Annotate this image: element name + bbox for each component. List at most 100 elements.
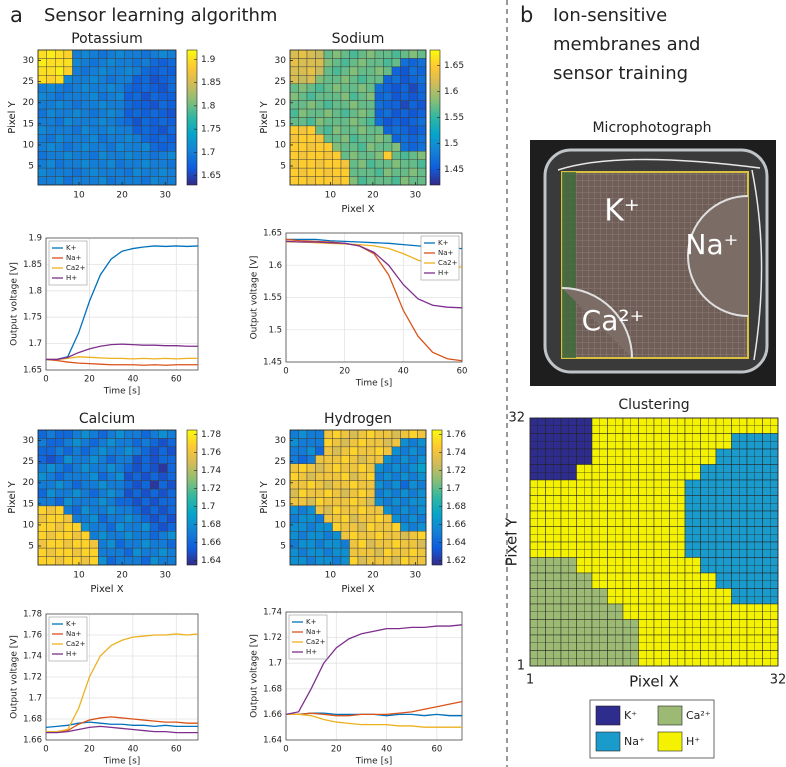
heatmap-cell <box>98 167 108 177</box>
heatmap-cell <box>400 497 410 507</box>
heatmap-cell <box>63 446 73 456</box>
heatmap-cell <box>391 167 401 177</box>
heatmap-cell <box>298 58 308 68</box>
heatmap-cell <box>383 134 393 144</box>
heatmap-cell <box>323 83 333 93</box>
heatmap-cell <box>340 117 350 127</box>
heatmap-cell <box>408 58 418 68</box>
heatmap-cell <box>374 480 384 490</box>
heatmap-cell <box>383 159 393 169</box>
heatmap-cell <box>349 75 359 84</box>
heatmap-cell <box>306 100 316 110</box>
heatmap-cell <box>55 539 65 549</box>
heatmap-cell <box>340 539 350 549</box>
heatmap-cell <box>400 488 410 498</box>
plot-frame <box>285 611 463 741</box>
heatmap-cell <box>357 497 367 507</box>
heatmap-cell <box>400 531 410 540</box>
heatmap-cell <box>158 522 168 532</box>
heatmap-cell <box>72 539 82 549</box>
heatmap-cell <box>349 531 359 540</box>
heatmap-cell <box>63 167 73 177</box>
heatmap-cell <box>383 429 393 439</box>
heatmap-cell <box>349 539 359 549</box>
heatmap-cell <box>167 471 177 481</box>
heatmap-cell <box>63 176 73 186</box>
y-tick-label: 1.74 <box>23 652 42 662</box>
heatmap-cell <box>46 151 56 160</box>
heatmap-cell <box>340 463 350 473</box>
heatmap-cell <box>98 117 108 127</box>
x-tick-label: 20 <box>331 745 342 755</box>
heatmap-cell <box>89 547 99 557</box>
heatmap-cell <box>315 455 325 464</box>
heatmap-cell <box>132 134 142 144</box>
heatmap-cell <box>37 505 47 515</box>
heatmap-cell <box>374 142 384 152</box>
heatmap-cell <box>46 176 56 186</box>
plot-frame <box>45 237 199 371</box>
heatmap-cell <box>167 125 177 135</box>
heatmap-cell <box>46 531 56 540</box>
heatmap-cell <box>332 151 342 160</box>
heatmap-cell <box>383 49 393 59</box>
heatmap-cell <box>306 547 316 557</box>
heatmap-cell <box>80 471 90 481</box>
heatmap-cell <box>306 83 316 93</box>
heatmap-cell <box>167 75 177 84</box>
heatmap-cell <box>400 167 410 177</box>
heatmap-cell <box>400 159 410 169</box>
heatmap-cell <box>315 108 325 118</box>
heatmap-cell <box>37 100 47 110</box>
x-tick-label: 20 <box>116 191 128 201</box>
heatmap-cell <box>72 505 82 515</box>
heatmap-cell <box>158 66 168 76</box>
heatmap-cell <box>340 91 350 101</box>
heatmap-cell <box>417 58 427 68</box>
heatmap-cell <box>124 455 134 464</box>
heatmap-cell <box>323 108 333 118</box>
heatmap-cell <box>332 167 342 177</box>
plot-frame <box>37 49 177 186</box>
heatmap-cell <box>80 480 90 490</box>
legend-label: K+ <box>438 239 449 247</box>
heatmap-cell <box>340 522 350 532</box>
heatmap-cell <box>417 176 427 186</box>
heatmap-cell <box>408 497 418 507</box>
heatmap-cell <box>298 49 308 59</box>
y-tick-label: 1.65 <box>263 229 282 239</box>
heatmap-cell <box>289 556 299 566</box>
heatmap-cell <box>55 480 65 490</box>
y-tick-label: 1.76 <box>23 631 42 641</box>
heatmap-cell <box>37 556 47 566</box>
y-tick-label: 1.7 <box>28 694 42 704</box>
heatmap-cell <box>167 446 177 456</box>
heatmap-cell <box>46 117 56 127</box>
y-tick-label: 5 <box>280 162 286 172</box>
heatmap-cell <box>400 91 410 101</box>
heatmap-cell <box>98 514 108 524</box>
heatmap-cell <box>149 167 159 177</box>
panel-title: membranes and <box>553 34 700 55</box>
heatmap-cell <box>323 75 333 84</box>
x-tick-label: 60 <box>171 375 182 385</box>
heatmap-cell <box>132 125 142 135</box>
heatmap-cell <box>366 531 376 540</box>
colorbar-tick-label: 1.85 <box>201 78 221 88</box>
heatmap-cell <box>115 142 125 152</box>
heatmap-cell <box>315 505 325 515</box>
heatmap-cell <box>332 134 342 144</box>
heatmap-cell <box>158 514 168 524</box>
heatmap-cell <box>63 117 73 127</box>
heatmap-cell <box>149 91 159 101</box>
heatmap-cell <box>323 66 333 76</box>
chart-title: Potassium <box>71 31 143 47</box>
heatmap-cell <box>417 438 427 448</box>
heatmap-cell <box>124 125 134 135</box>
heatmap-cell <box>89 58 99 68</box>
heatmap-cell <box>349 159 359 169</box>
series-line <box>285 624 463 716</box>
heatmap-cell <box>80 49 90 59</box>
heatmap-cell <box>124 514 134 524</box>
heatmap-cell <box>357 547 367 557</box>
